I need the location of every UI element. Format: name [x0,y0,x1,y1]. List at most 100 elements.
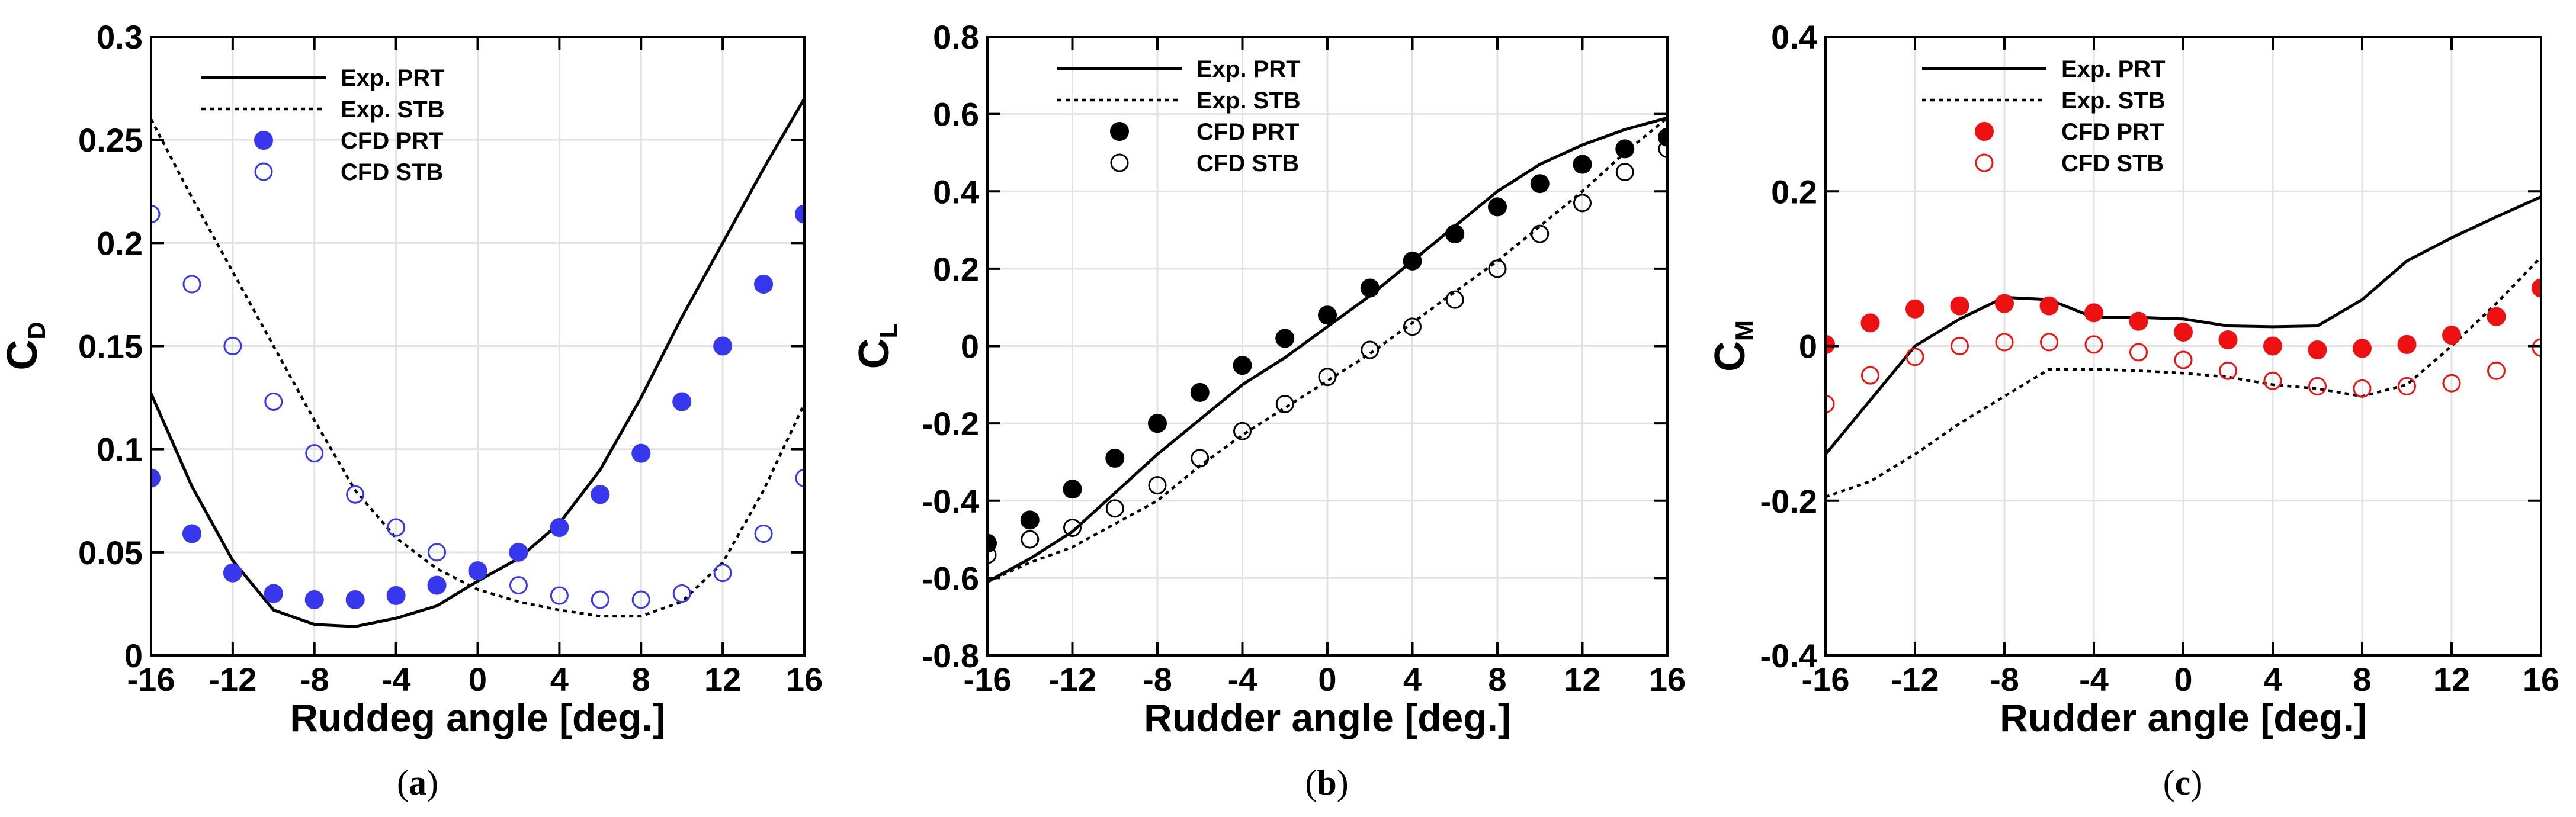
x-tick-label: 12 [2433,661,2470,698]
data-point-cfd-prt [713,336,733,356]
y-tick-label: 0 [124,637,143,674]
data-point-cfd-stb [713,564,732,583]
plot-area [1826,195,2541,498]
y-tick-label: 0.4 [1771,18,1817,56]
x-tick-label: 0 [2174,661,2192,698]
data-point-cfd-stb [428,543,447,562]
data-point-cfd-stb [550,586,569,605]
data-point-cfd-prt [2308,340,2327,360]
data-point-cfd-prt [386,586,406,605]
data-point-cfd-prt [264,584,283,603]
series-line-exp-stb [151,118,804,618]
y-tick-label: 0.6 [933,96,979,133]
data-point-cfd-stb [305,444,324,463]
legend-swatch-cfd-stb [1110,153,1129,172]
legend-label-exp-prt: Exp. PRT [2061,56,2166,82]
x-tick-label: -16 [964,661,1012,698]
data-point-cfd-stb [1905,348,1924,366]
y-tick-label: 0.1 [97,431,143,468]
y-tick-label: -0.6 [922,559,980,597]
x-axis-label: Ruddeg angle [deg.] [290,696,665,739]
data-point-cfd-prt [2442,326,2461,345]
legend-swatch-cfd-prt [254,131,273,150]
panel-caption: (c) [2163,763,2203,802]
data-point-cfd-prt [2084,303,2103,323]
legend-swatch-cfd-prt [1110,122,1129,141]
data-point-cfd-stb [1488,259,1507,278]
data-point-cfd-prt [1318,305,1337,325]
data-point-cfd-stb [672,584,691,603]
legend: Exp. PRT Exp. STB CFD PRT CFD STB [201,65,445,185]
data-point-cfd-stb [223,337,242,355]
data-point-cfd-prt [2218,330,2238,350]
data-point-cfd-stb [2398,377,2416,395]
data-point-cfd-prt [182,524,201,543]
legend-label-exp-stb: Exp. STB [2061,88,2166,114]
series-line-exp-prt [987,116,1667,584]
legend-label-cfd-stb: CFD STB [341,159,443,185]
y-tick-label: -0.2 [922,405,980,442]
data-point-cfd-prt [1995,294,2014,313]
data-point-cfd-stb [2084,335,2103,354]
data-point-cfd-stb [1063,518,1082,537]
data-point-cfd-stb [1403,317,1422,336]
data-point-cfd-prt [304,590,324,609]
data-point-cfd-stb [631,590,650,609]
chart-panel-c: -16 -12 -8 -4 0 4 8 12 16 -0.4 -0.2 0 0.2 0.4 Rudder a… [1706,18,2559,802]
legend-label-exp-prt: Exp. PRT [1196,56,1301,82]
data-point-cfd-stb [987,545,997,564]
x-tick-label: -4 [1228,661,1257,698]
x-tick-label: 12 [704,661,741,698]
legend-label-cfd-stb: CFD STB [1196,150,1299,176]
x-tick-label: 8 [2353,661,2371,698]
y-tick-label: 0.25 [78,121,143,159]
data-point-cfd-stb [469,561,487,580]
y-tick-label: -0.4 [922,483,980,520]
y-tick-label: 0.4 [933,173,979,210]
data-point-cfd-stb [1191,449,1210,468]
x-tick-label: 0 [1318,661,1336,698]
data-point-cfd-stb [2308,377,2327,395]
x-tick-label: -12 [1048,661,1096,698]
x-tick-label: -4 [381,661,411,698]
data-point-cfd-prt [1105,448,1125,468]
y-tick-label: -0.2 [1760,483,1818,520]
x-tick-label: -16 [1802,661,1850,698]
y-tick-label: 0.15 [78,328,143,365]
x-axis-label: Rudder angle [deg.] [1144,696,1511,739]
legend-swatch-cfd-stb [254,162,273,181]
data-point-cfd-prt [1573,155,1592,174]
legend: Exp. PRT Exp. STB CFD PRT CFD STB [1057,56,1301,176]
x-tick-label: 16 [786,661,823,698]
y-tick-label: -0.4 [1760,637,1818,674]
data-point-cfd-prt [1190,382,1210,402]
x-tick-label: -8 [1143,661,1172,698]
data-point-cfd-stb [1318,368,1337,387]
x-tick-label: -16 [127,661,175,698]
x-tick-label: -12 [208,661,256,698]
y-axis-label: CL [851,323,902,369]
data-point-cfd-prt [672,392,692,411]
series-line-exp-stb [1826,256,2541,498]
data-point-cfd-prt [1905,299,1924,319]
x-tick-label: 16 [1649,661,1686,698]
data-point-cfd-stb [1105,499,1124,518]
y-tick-label: 0.05 [78,534,143,571]
data-point-cfd-prt [151,468,161,488]
data-point-cfd-prt [509,542,528,562]
data-point-cfd-prt [1530,174,1550,194]
data-point-cfd-prt [345,590,365,609]
data-point-cfd-stb [1658,139,1667,158]
legend-label-exp-prt: Exp. PRT [341,65,445,91]
x-tick-label: 4 [550,661,569,698]
data-point-cfd-prt [2039,296,2059,316]
x-tick-label: 4 [1403,661,1422,698]
data-point-cfd-stb [2487,361,2506,380]
data-point-cfd-stb [2129,343,2148,362]
data-point-cfd-prt [2353,339,2372,358]
plot-area [151,98,804,628]
data-point-cfd-prt [1148,414,1167,433]
y-tick-label: 0.3 [97,18,143,56]
data-point-cfd-stb [2263,371,2282,390]
data-point-cfd-stb [2174,350,2193,369]
